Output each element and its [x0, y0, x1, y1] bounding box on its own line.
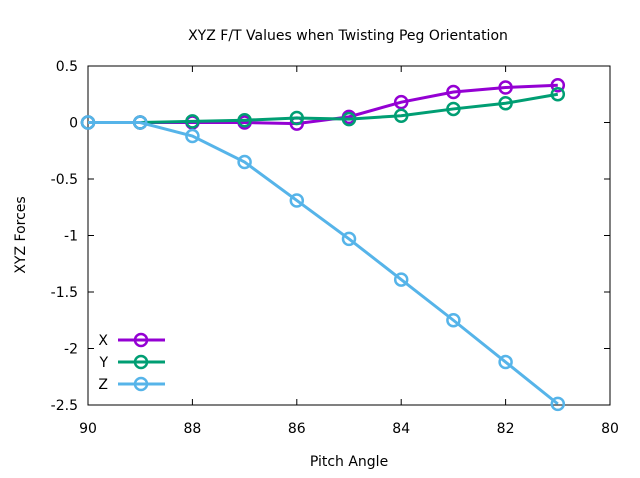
legend-label-z: Z: [98, 377, 108, 393]
data-point-y: [550, 87, 566, 102]
series-layer: [80, 77, 566, 412]
data-point-x: [550, 77, 566, 93]
data-point-y: [289, 110, 305, 126]
legend-label-x: X: [98, 333, 108, 349]
data-point-x: [446, 84, 461, 100]
data-point-z: [185, 128, 200, 144]
x-tick-label: 80: [601, 421, 619, 437]
data-point-z: [132, 115, 148, 130]
series-line-y: [88, 92, 559, 124]
data-point-x: [393, 94, 409, 110]
x-tick-label: 86: [288, 421, 306, 437]
legend-marker-x: [133, 332, 149, 348]
data-point-z: [237, 154, 252, 170]
data-point-z: [393, 272, 409, 287]
data-point-z: [498, 354, 513, 370]
data-point-y: [498, 96, 513, 111]
data-point-z: [289, 193, 305, 208]
data-point-z: [446, 313, 461, 328]
series-line-z: [88, 121, 559, 406]
x-axis-label: Pitch Angle: [310, 454, 388, 470]
y-tick-label: 0: [69, 116, 78, 132]
data-point-y: [237, 112, 252, 128]
y-tick-label: -0.5: [51, 172, 78, 188]
x-tick-label: 82: [497, 421, 515, 437]
axis-ticks: 90 88 86 84 82 80 0.5 0 -0.5 -1 -1.5 -2 -2.5: [51, 59, 619, 437]
y-tick-label: 0.5: [56, 59, 78, 75]
x-tick-label: 90: [79, 421, 97, 437]
data-point-y: [185, 114, 200, 129]
data-point-z: [80, 115, 96, 130]
y-tick-label: -1.5: [51, 285, 78, 301]
y-axis-label: XYZ Forces: [13, 196, 29, 273]
data-point-z: [341, 231, 357, 247]
y-tick-label: -2.5: [51, 398, 78, 414]
legend-marker-z: [133, 376, 149, 392]
data-point-y: [341, 111, 357, 127]
legend-label-y: Y: [98, 355, 108, 371]
legend-marker-y: [133, 354, 149, 370]
legend: XYZ: [98, 332, 165, 393]
y-tick-label: -1: [64, 229, 78, 245]
data-point-z: [550, 396, 566, 412]
x-tick-label: 88: [183, 421, 201, 437]
data-point-y: [446, 101, 461, 117]
chart-title: XYZ F/T Values when Twisting Peg Orienta…: [188, 28, 508, 44]
data-point-y: [393, 108, 409, 123]
data-point-x: [498, 80, 513, 95]
x-tick-label: 84: [392, 421, 410, 437]
y-tick-label: -2: [64, 342, 78, 358]
